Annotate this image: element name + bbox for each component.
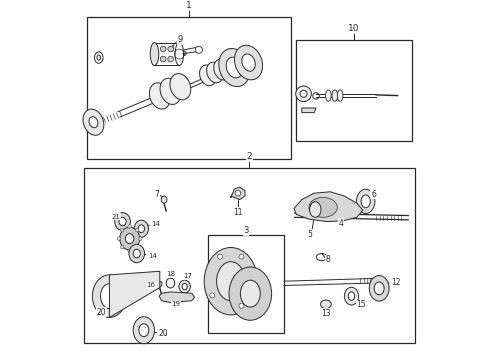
Text: 7: 7: [154, 190, 159, 199]
Ellipse shape: [199, 65, 216, 86]
Circle shape: [160, 56, 166, 62]
Ellipse shape: [139, 324, 149, 337]
Circle shape: [168, 56, 173, 62]
Circle shape: [128, 249, 131, 252]
Ellipse shape: [100, 284, 118, 309]
Ellipse shape: [332, 90, 338, 101]
Ellipse shape: [214, 59, 230, 80]
Polygon shape: [159, 292, 195, 302]
Circle shape: [135, 228, 139, 232]
Text: 15: 15: [356, 301, 366, 310]
Ellipse shape: [134, 220, 148, 237]
Text: 11: 11: [233, 207, 243, 216]
Text: 10: 10: [348, 24, 360, 33]
Text: 6: 6: [371, 190, 376, 199]
Ellipse shape: [138, 225, 145, 233]
Text: 21: 21: [112, 213, 121, 220]
Ellipse shape: [356, 189, 375, 213]
Ellipse shape: [310, 202, 321, 217]
Bar: [208, 235, 284, 333]
Ellipse shape: [129, 244, 145, 263]
Text: 9: 9: [178, 35, 183, 44]
Ellipse shape: [242, 54, 255, 71]
Ellipse shape: [226, 57, 243, 78]
Ellipse shape: [125, 234, 134, 244]
Text: 13: 13: [321, 309, 331, 318]
Ellipse shape: [182, 283, 187, 290]
Ellipse shape: [83, 109, 104, 135]
Polygon shape: [109, 271, 160, 318]
Ellipse shape: [89, 117, 98, 128]
Text: 14: 14: [151, 221, 161, 228]
Circle shape: [117, 237, 121, 240]
Circle shape: [296, 86, 311, 102]
Text: 20: 20: [97, 307, 106, 316]
Polygon shape: [294, 192, 363, 222]
Circle shape: [235, 190, 241, 196]
Bar: [87, 17, 291, 159]
Ellipse shape: [207, 62, 223, 83]
Ellipse shape: [344, 287, 359, 305]
Ellipse shape: [150, 43, 159, 66]
Text: 17: 17: [184, 273, 193, 279]
Text: 5: 5: [307, 230, 312, 239]
Circle shape: [139, 237, 142, 240]
Ellipse shape: [369, 275, 389, 301]
Ellipse shape: [119, 217, 126, 226]
Bar: [296, 40, 412, 141]
Text: 12: 12: [391, 279, 401, 288]
Ellipse shape: [133, 317, 154, 344]
Text: 1: 1: [186, 1, 192, 10]
Circle shape: [300, 90, 307, 97]
Circle shape: [168, 46, 173, 52]
Ellipse shape: [160, 78, 181, 104]
Circle shape: [121, 246, 124, 249]
Ellipse shape: [149, 83, 170, 109]
Text: 3: 3: [243, 226, 248, 235]
Text: 20: 20: [158, 329, 168, 338]
Ellipse shape: [204, 247, 257, 315]
Ellipse shape: [309, 197, 337, 217]
Circle shape: [239, 303, 244, 308]
Ellipse shape: [120, 227, 140, 250]
Ellipse shape: [361, 195, 370, 208]
Circle shape: [210, 293, 215, 298]
Ellipse shape: [337, 90, 343, 101]
Text: 8: 8: [325, 256, 330, 265]
Text: 14: 14: [148, 253, 157, 259]
Ellipse shape: [170, 73, 191, 100]
Circle shape: [239, 254, 244, 259]
Circle shape: [160, 46, 166, 52]
Polygon shape: [302, 108, 316, 113]
Circle shape: [128, 225, 131, 228]
Text: 4: 4: [339, 219, 343, 228]
Ellipse shape: [93, 275, 126, 318]
Circle shape: [121, 228, 124, 232]
Circle shape: [135, 246, 139, 249]
Ellipse shape: [175, 43, 184, 66]
Text: 16: 16: [147, 283, 155, 288]
Text: 2: 2: [246, 152, 252, 161]
Ellipse shape: [241, 280, 260, 307]
Ellipse shape: [235, 45, 263, 80]
Ellipse shape: [161, 196, 167, 203]
Ellipse shape: [133, 249, 140, 258]
Ellipse shape: [115, 213, 130, 230]
Ellipse shape: [325, 90, 331, 101]
Ellipse shape: [229, 267, 271, 320]
Circle shape: [218, 254, 222, 259]
Ellipse shape: [374, 282, 384, 295]
Ellipse shape: [179, 280, 190, 293]
Ellipse shape: [348, 292, 355, 300]
Ellipse shape: [158, 281, 162, 287]
Text: 18: 18: [166, 271, 175, 277]
Text: 19: 19: [172, 301, 180, 307]
Ellipse shape: [217, 262, 245, 301]
Ellipse shape: [219, 49, 250, 86]
Bar: [83, 168, 416, 343]
Ellipse shape: [320, 300, 331, 309]
Polygon shape: [231, 187, 245, 199]
